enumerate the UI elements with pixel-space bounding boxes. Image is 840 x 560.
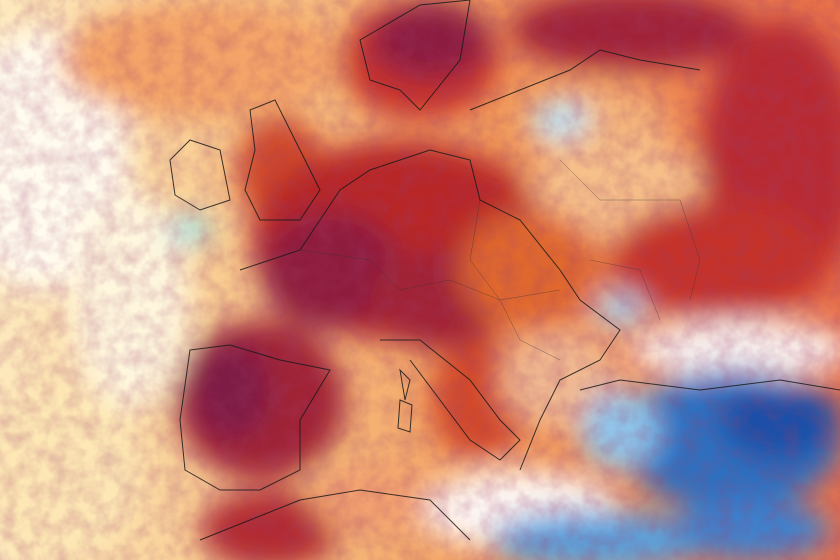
borders <box>299 159 701 361</box>
coastlines <box>169 0 840 541</box>
